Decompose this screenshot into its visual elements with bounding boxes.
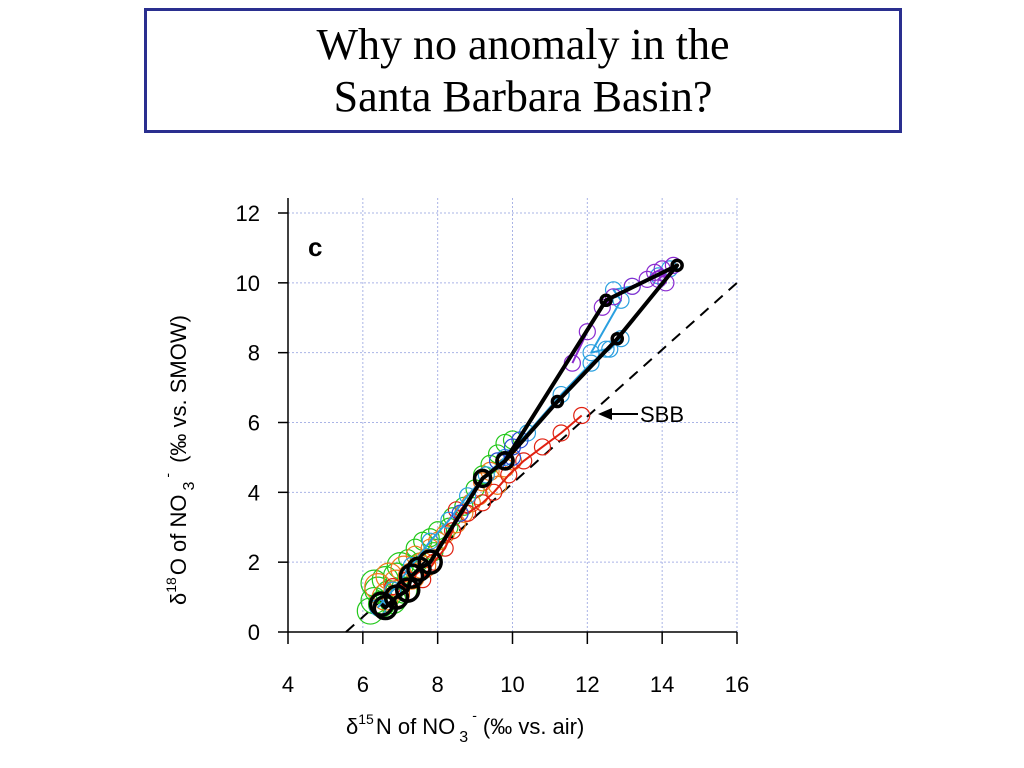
series-purple xyxy=(563,256,682,372)
data-point-cyan xyxy=(582,354,600,372)
data-point-black xyxy=(417,549,443,575)
data-point-black xyxy=(472,468,493,489)
y-tick-label: 8 xyxy=(248,341,260,366)
panel-label: c xyxy=(308,232,322,262)
y-tick-label: 4 xyxy=(248,480,260,505)
data-point-black xyxy=(495,451,515,471)
data-point-black xyxy=(394,577,421,603)
series-line-cyan xyxy=(377,268,671,609)
data-point-black xyxy=(599,293,613,308)
data-series xyxy=(356,256,684,625)
y-tick-label: 2 xyxy=(248,550,260,575)
sbb-annotation: SBB xyxy=(598,402,684,427)
x-label-main: N of NO xyxy=(376,714,455,739)
y-axis-label: δ18 O of NO 3 - (‰ vs. SMOW) xyxy=(159,315,198,605)
data-point-black xyxy=(368,591,395,617)
series-line-red xyxy=(392,414,583,588)
x-label-delta: δ xyxy=(346,714,358,739)
slide-title-line-2: Santa Barbara Basin? xyxy=(333,72,713,121)
x-label-units: (‰ vs. air) xyxy=(483,714,584,739)
series-black xyxy=(368,258,684,621)
y-label-units: (‰ vs. SMOW) xyxy=(166,315,191,463)
sbb-label: SBB xyxy=(640,402,684,427)
y-label-sub: 3 xyxy=(181,481,198,490)
y-tick-label: 10 xyxy=(236,271,260,296)
data-point-blue xyxy=(451,504,469,522)
x-tick-label: 12 xyxy=(575,672,599,697)
data-point-black xyxy=(610,331,625,346)
data-point-blue xyxy=(511,431,529,449)
slide-title: Why no anomaly in the Santa Barbara Basi… xyxy=(144,8,902,133)
x-tick-label: 6 xyxy=(357,672,369,697)
x-tick-label: 8 xyxy=(432,672,444,697)
y-tick-label: 0 xyxy=(248,620,260,645)
x-tick-label: 16 xyxy=(725,672,749,697)
axes: 4 6 8 10 12 14 16 0 2 4 6 8 10 12 xyxy=(236,198,749,697)
data-point-cyan xyxy=(421,532,439,550)
y-label-sup2: - xyxy=(159,473,175,478)
x-tick-label: 14 xyxy=(650,672,674,697)
data-point-cyan xyxy=(477,466,495,484)
x-axis-label: δ15N of NO 3- (‰ vs. air) xyxy=(346,707,584,746)
x-tick-label: 10 xyxy=(500,672,524,697)
x-tick-label: 4 xyxy=(282,672,294,697)
y-label-sup: 18 xyxy=(163,577,179,593)
data-point-red xyxy=(573,406,591,425)
data-point-purple xyxy=(623,277,641,295)
data-point-purple xyxy=(657,274,675,292)
data-point-red xyxy=(485,483,503,501)
data-point-black xyxy=(398,563,425,589)
data-point-purple xyxy=(578,323,596,341)
x-label-sup: 15 xyxy=(358,711,374,727)
y-tick-label: 6 xyxy=(248,411,260,436)
data-point-cyan xyxy=(601,340,619,358)
data-point-black xyxy=(670,258,684,273)
x-label-sub: 3 xyxy=(459,729,468,746)
slide-title-line-1: Why no anomaly in the xyxy=(316,20,730,69)
y-label-main: O of NO xyxy=(166,494,191,575)
y-tick-label: 12 xyxy=(236,201,260,226)
data-point-red xyxy=(473,494,492,512)
data-point-cyan xyxy=(582,344,600,362)
x-label-sup2: - xyxy=(472,707,477,723)
data-point-red xyxy=(515,452,533,470)
data-point-black xyxy=(550,394,565,409)
data-point-red xyxy=(552,424,570,442)
y-label-delta: δ xyxy=(166,593,191,605)
data-point-red xyxy=(533,438,552,456)
sbb-arrow-head xyxy=(598,408,612,420)
